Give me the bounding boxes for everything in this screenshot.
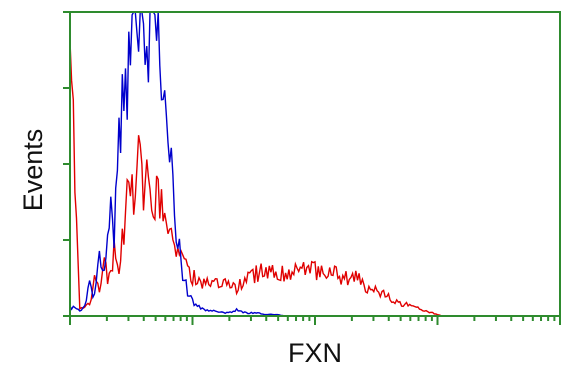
series-layer (69, 11, 443, 317)
plot-frame (69, 11, 561, 317)
tick-layer (63, 11, 561, 325)
series-line-2 (69, 11, 286, 317)
y-axis-title: Events (18, 129, 48, 212)
x-axis-title: FXN (288, 338, 342, 368)
series-line-1 (69, 41, 443, 317)
